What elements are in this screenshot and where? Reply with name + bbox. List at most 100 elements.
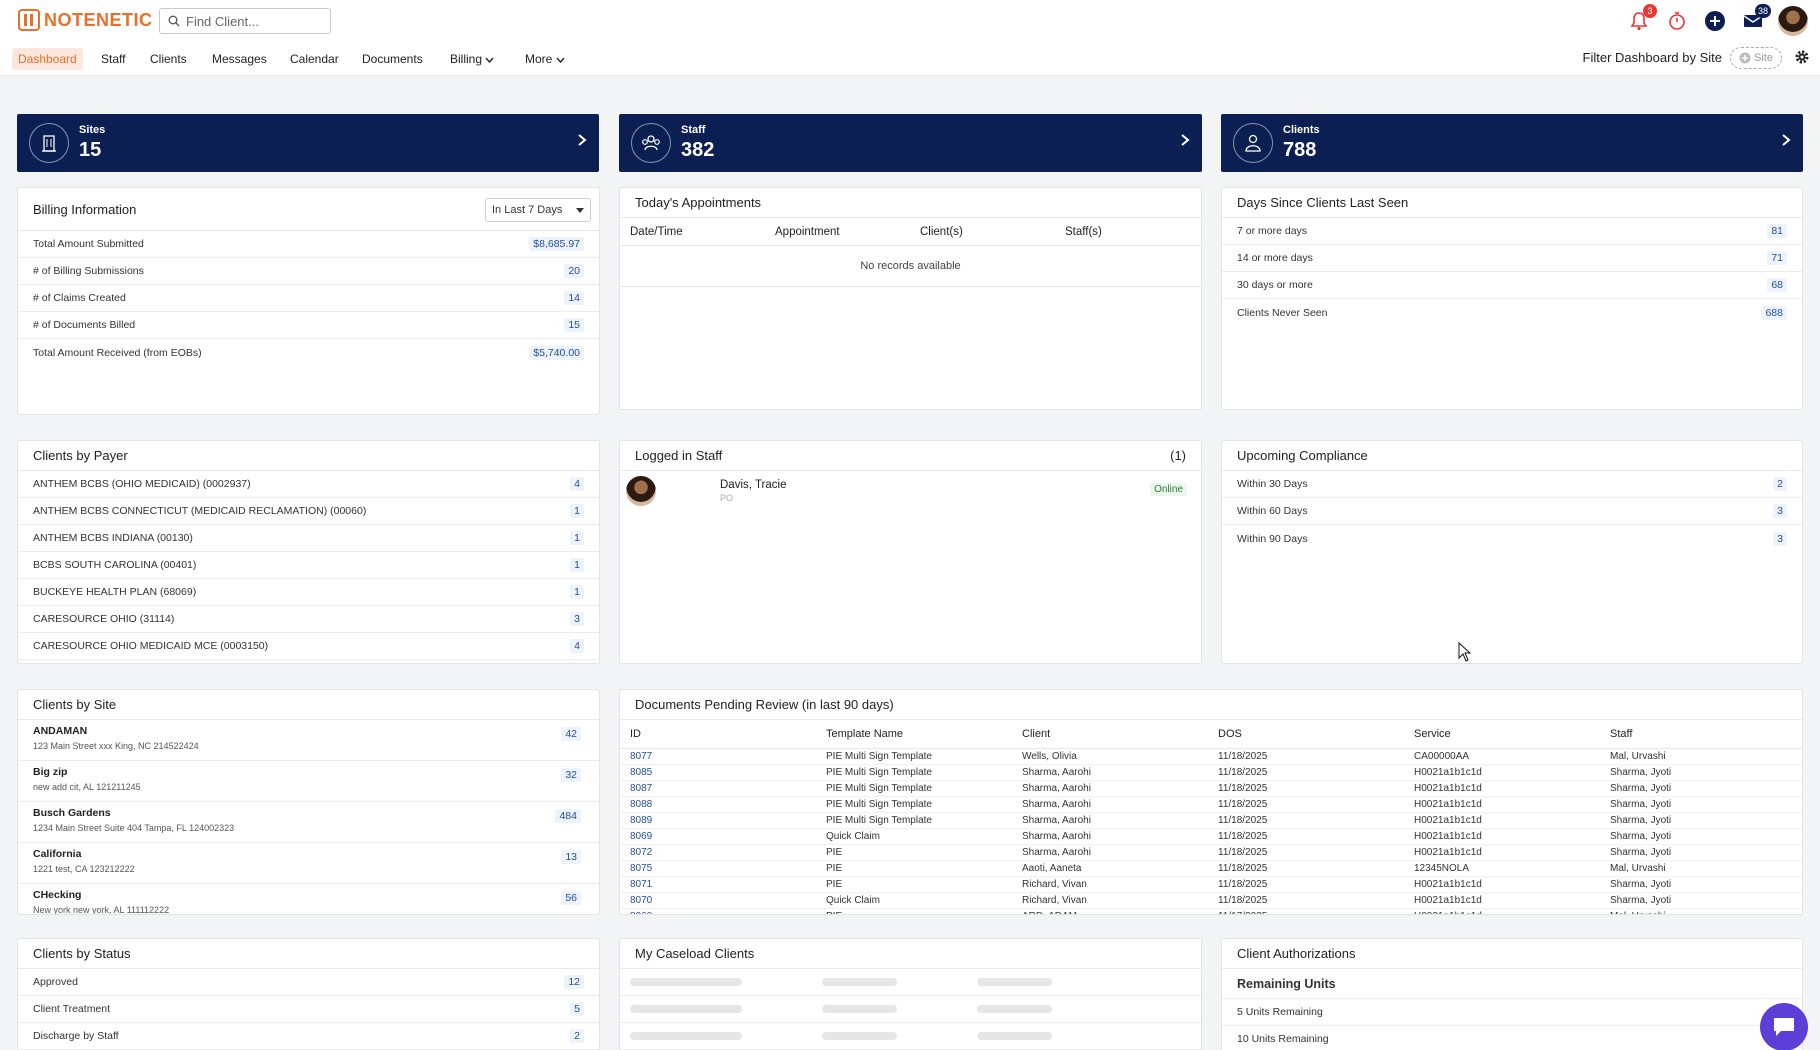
compliance-count[interactable]: 3 — [1773, 531, 1787, 546]
docs-title: Documents Pending Review (in last 90 day… — [620, 690, 1802, 720]
payer-count[interactable]: 4 — [570, 639, 584, 653]
table-row[interactable]: 8077 PIE Multi Sign Template Wells, Olivia… — [620, 748, 1802, 765]
nav-more[interactable]: More — [519, 48, 571, 70]
compliance-label: Within 60 Days — [1237, 505, 1308, 517]
nav-clients[interactable]: Clients — [150, 52, 187, 66]
payer-count[interactable]: 1 — [570, 585, 584, 599]
messages-button[interactable]: 38 — [1740, 4, 1771, 35]
doc-id-link[interactable]: 8070 — [620, 892, 816, 909]
table-row[interactable]: 8088 PIE Multi Sign Template Sharma, Aaroh… — [620, 796, 1802, 813]
column-header[interactable]: Client — [1012, 720, 1208, 749]
site-row: Big zip new add cit, AL 121211245 32 — [18, 761, 599, 802]
doc-id-link[interactable]: 8077 — [620, 748, 816, 765]
table-row[interactable]: 8085 PIE Multi Sign Template Sharma, Aaroh… — [620, 764, 1802, 781]
app-logo[interactable]: NOTENETIC — [18, 9, 153, 31]
site-name: ANDAMAN — [33, 725, 88, 737]
table-row[interactable]: 8072 PIE Sharma, Aarohi 11/18/2025 H0021a1b1… — [620, 844, 1802, 861]
doc-id-link[interactable]: 8069 — [620, 828, 816, 845]
nav-messages[interactable]: Messages — [212, 52, 267, 66]
site-filter-button[interactable]: Site — [1730, 47, 1782, 69]
doc-id-link[interactable]: 8071 — [620, 876, 816, 893]
payer-row: ANTHEM BCBS CONNECTICUT (MEDICAID RECLAM… — [18, 498, 599, 525]
doc-id-link[interactable]: 8060 — [620, 908, 816, 914]
table-cell: H0021a1b1c1d — [1404, 828, 1600, 845]
sites-summary-card[interactable]: Sites 15 — [17, 114, 599, 172]
staff-list-item[interactable]: Davis, Tracie PO Online — [620, 471, 1201, 515]
last-seen-value[interactable]: 688 — [1761, 305, 1787, 320]
doc-id-link[interactable]: 8089 — [620, 812, 816, 829]
table-row[interactable]: 8071 PIE Richard, Vivan 11/18/2025 H0021a1b1… — [620, 876, 1802, 893]
column-header[interactable]: Staff — [1600, 720, 1802, 749]
payer-row: ANTHEM BCBS (OHIO MEDICAID) (0002937) 4 — [18, 471, 599, 498]
site-count[interactable]: 32 — [561, 768, 581, 782]
table-row[interactable]: 8060PIEARD, ADAM11/17/2025H0021a1b1c1dMa… — [620, 908, 1802, 914]
site-count[interactable]: 56 — [561, 891, 581, 905]
billing-row-value[interactable]: 14 — [564, 291, 584, 305]
payer-count[interactable]: 1 — [570, 531, 584, 545]
column-header[interactable]: Client(s) — [920, 225, 963, 238]
doc-id-link[interactable]: 8075 — [620, 860, 816, 877]
client-search[interactable] — [159, 8, 331, 34]
compliance-count[interactable]: 2 — [1773, 477, 1787, 491]
site-count[interactable]: 42 — [561, 727, 581, 741]
logo-icon — [18, 9, 40, 31]
table-row[interactable]: 8087 PIE Multi Sign Template Sharma, Aaroh… — [620, 780, 1802, 797]
billing-row-value[interactable]: $5,740.00 — [529, 345, 584, 360]
table-row[interactable]: 8075 PIE Aaoti, Aaneta 11/18/2025 12345NOLA M… — [620, 860, 1802, 877]
column-header[interactable]: DOS — [1208, 720, 1404, 749]
status-label: Client Treatment — [33, 1003, 111, 1015]
compliance-count[interactable]: 3 — [1773, 504, 1787, 518]
chat-button[interactable] — [1760, 1003, 1808, 1050]
doc-id-link[interactable]: 8072 — [620, 844, 816, 861]
payer-count[interactable]: 1 — [570, 558, 584, 572]
nav-calendar[interactable]: Calendar — [290, 52, 339, 66]
status-row: Approved 12 — [18, 969, 599, 996]
skeleton-bar — [630, 978, 742, 986]
last-seen-value[interactable]: 68 — [1767, 278, 1787, 292]
add-button[interactable] — [1702, 7, 1728, 35]
payer-count[interactable]: 4 — [570, 477, 584, 491]
column-header[interactable]: Template Name — [816, 720, 1012, 749]
search-input[interactable] — [186, 13, 326, 29]
status-count[interactable]: 12 — [564, 975, 584, 989]
column-header[interactable]: Appointment — [775, 225, 840, 238]
clients-summary-card[interactable]: Clients 788 — [1221, 114, 1803, 172]
status-title: Clients by Status — [18, 939, 599, 969]
nav-billing[interactable]: Billing — [444, 48, 500, 70]
timer-button[interactable] — [1664, 7, 1690, 35]
doc-id-link[interactable]: 8087 — [620, 780, 816, 797]
settings-button[interactable] — [1794, 49, 1810, 68]
table-cell: Quick Claim — [816, 892, 1012, 909]
column-header[interactable]: Service — [1404, 720, 1600, 749]
nav-documents[interactable]: Documents — [362, 52, 423, 66]
nav-staff[interactable]: Staff — [101, 52, 126, 66]
last-seen-value[interactable]: 81 — [1767, 224, 1787, 238]
table-row[interactable]: 8089 PIE Multi Sign Template Sharma, Aaroh… — [620, 812, 1802, 829]
column-header[interactable]: Date/Time — [630, 225, 683, 238]
billing-row-value[interactable]: 20 — [564, 264, 584, 278]
billing-row-value[interactable]: 15 — [564, 318, 584, 332]
payer-count[interactable]: 1 — [570, 504, 584, 518]
staff-summary-card[interactable]: Staff 382 — [619, 114, 1202, 172]
status-count[interactable]: 2 — [570, 1029, 584, 1043]
site-count[interactable]: 13 — [561, 850, 581, 864]
user-avatar[interactable] — [1778, 6, 1808, 36]
payer-count[interactable]: 3 — [570, 612, 584, 626]
auth-row[interactable]: 5 Units Remaining — [1222, 999, 1802, 1026]
site-count[interactable]: 484 — [555, 809, 581, 823]
doc-id-link[interactable]: 8085 — [620, 764, 816, 781]
column-header[interactable]: ID — [620, 720, 816, 749]
payer-name: ANTHEM BCBS INDIANA (00130) — [33, 532, 193, 544]
auth-row[interactable]: 10 Units Remaining — [1222, 1026, 1802, 1050]
billing-range-select[interactable]: In Last 7 Days — [485, 198, 591, 222]
status-count[interactable]: 5 — [570, 1002, 584, 1016]
auth-label: 5 Units Remaining — [1237, 1006, 1323, 1018]
doc-id-link[interactable]: 8088 — [620, 796, 816, 813]
table-row[interactable]: 8070 Quick Claim Richard, Vivan 11/18/2025 H… — [620, 892, 1802, 909]
column-header[interactable]: Staff(s) — [1065, 225, 1102, 238]
billing-row-value[interactable]: $8,685.97 — [529, 237, 584, 251]
table-row[interactable]: 8069 Quick Claim Sharma, Aarohi 11/18/2025 H… — [620, 828, 1802, 845]
nav-dashboard[interactable]: Dashboard — [12, 48, 83, 70]
last-seen-value[interactable]: 71 — [1767, 251, 1787, 265]
notifications-button[interactable]: 3 — [1626, 4, 1657, 35]
